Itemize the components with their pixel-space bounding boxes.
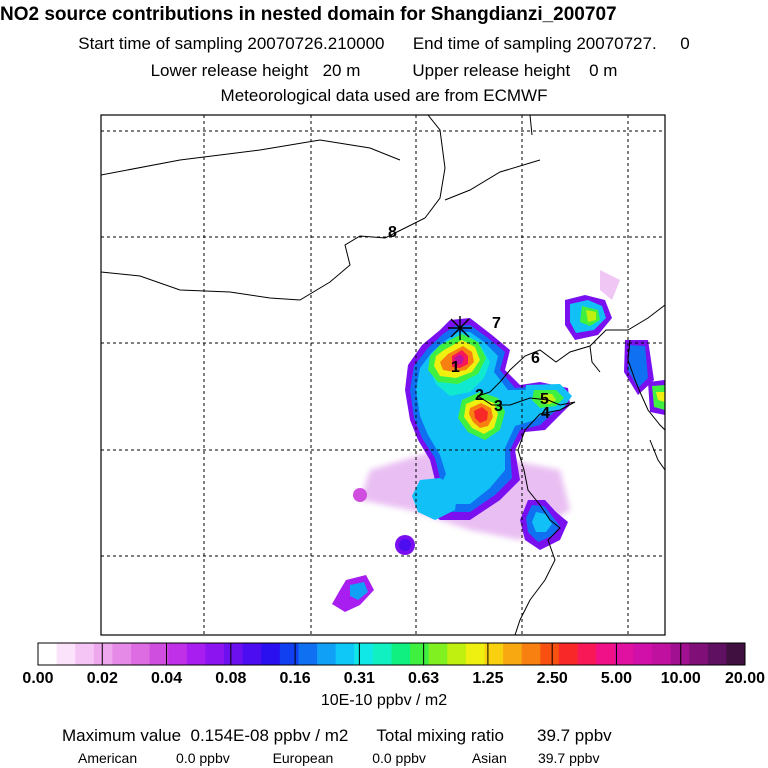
region-label-3: 3 bbox=[494, 398, 503, 415]
colorbar-swatch bbox=[465, 643, 485, 665]
asian-label: Asian bbox=[471, 750, 507, 766]
colorbar-swatch bbox=[726, 643, 746, 665]
colorbar-swatch bbox=[651, 643, 671, 665]
region-label-1: 1 bbox=[451, 359, 460, 376]
region-label-5: 5 bbox=[540, 391, 549, 408]
lower-release-value: 20 m bbox=[322, 61, 361, 80]
colorbar-swatch bbox=[540, 643, 560, 665]
colorbar-tick-label: 2.50 bbox=[536, 670, 568, 687]
lat-lon-grid bbox=[101, 115, 665, 635]
max-value-label: Maximum value bbox=[62, 726, 182, 745]
summary-stats: Maximum value 0.154E-08 ppbv / m2 Total … bbox=[62, 726, 612, 746]
map-frame bbox=[100, 114, 666, 636]
colorbar-swatch bbox=[93, 643, 113, 665]
end-time-label: End time of sampling bbox=[412, 34, 572, 53]
upper-release-label: Upper release height bbox=[412, 61, 571, 80]
colorbar-swatch bbox=[689, 643, 709, 665]
colorbar-swatch bbox=[410, 643, 430, 665]
start-time-label: Start time of sampling bbox=[78, 34, 243, 53]
met-data-line: Meteorological data used are from ECMWF bbox=[220, 86, 548, 105]
max-value: 0.154E-08 ppbv / m2 bbox=[190, 726, 349, 745]
colorbar-tick-label: 0.31 bbox=[343, 670, 375, 687]
colorbar-tick-label: 0.63 bbox=[408, 670, 440, 687]
colorbar-swatch bbox=[335, 643, 355, 665]
colorbar-swatch bbox=[38, 643, 58, 665]
colorbar-tick-label: 20.00 bbox=[724, 670, 766, 687]
colorbar-tick-label: 10.00 bbox=[660, 670, 701, 687]
colorbar-swatch bbox=[112, 643, 132, 665]
colorbar-tick-label: 0.04 bbox=[150, 670, 183, 687]
region-stats: American 0.0 ppbv European 0.0 ppbv Asia… bbox=[78, 750, 599, 766]
colorbar bbox=[37, 642, 746, 666]
colorbar-swatch bbox=[577, 643, 597, 665]
release-height-line: Lower release height 20 m Upper release … bbox=[0, 61, 768, 81]
colorbar-swatch bbox=[242, 643, 262, 665]
colorbar-swatch bbox=[317, 643, 337, 665]
region-label-2: 2 bbox=[475, 387, 484, 404]
colorbar-swatch bbox=[224, 643, 244, 665]
european-value: 0.0 ppbv bbox=[372, 750, 426, 766]
colorbar-tick-label: 0.00 bbox=[22, 670, 54, 687]
colorbar-swatch bbox=[298, 643, 318, 665]
total-mixing-label: Total mixing ratio bbox=[376, 726, 504, 745]
colorbar-swatch bbox=[633, 643, 653, 665]
colorbar-swatch bbox=[131, 643, 151, 665]
colorbar-tick-label: 1.25 bbox=[472, 670, 504, 687]
colorbar-swatch bbox=[707, 643, 727, 665]
colorbar-units: 10E-10 ppbv / m2 bbox=[320, 692, 448, 709]
colorbar-swatch bbox=[503, 643, 523, 665]
start-time-value: 20070726.210000 bbox=[247, 34, 385, 53]
upper-release-value: 0 m bbox=[589, 61, 618, 80]
colorbar-swatch bbox=[447, 643, 467, 665]
colorbar-swatch bbox=[391, 643, 411, 665]
european-label: European bbox=[272, 750, 334, 766]
region-label-6: 6 bbox=[531, 350, 540, 367]
colorbar-tick-label: 0.02 bbox=[86, 670, 118, 687]
colorbar-swatch bbox=[428, 643, 448, 665]
total-mixing-value: 39.7 ppbv bbox=[537, 726, 612, 745]
colorbar-swatch bbox=[205, 643, 225, 665]
colorbar-swatch bbox=[484, 643, 504, 665]
colorbar-tick-label: 0.16 bbox=[279, 670, 311, 687]
american-value: 0.0 ppbv bbox=[176, 750, 230, 766]
colorbar-swatch bbox=[261, 643, 281, 665]
colorbar-swatch bbox=[354, 643, 374, 665]
colorbar-swatch bbox=[596, 643, 616, 665]
coastlines bbox=[101, 115, 665, 635]
american-label: American bbox=[78, 750, 138, 766]
end-time-value: 20070727. 0 bbox=[576, 34, 690, 53]
colorbar-swatch bbox=[149, 643, 169, 665]
colorbar-swatch bbox=[372, 643, 392, 665]
sampling-time-line: Start time of sampling 20070726.210000 E… bbox=[0, 34, 768, 54]
colorbar-tick-label: 5.00 bbox=[600, 670, 633, 687]
region-label-8: 8 bbox=[388, 224, 397, 241]
colorbar-swatch bbox=[558, 643, 578, 665]
colorbar-swatch bbox=[168, 643, 188, 665]
receptor-asterisk-icon bbox=[448, 316, 472, 340]
region-label-7: 7 bbox=[492, 315, 501, 332]
colorbar-swatch bbox=[614, 643, 634, 665]
colorbar-swatch bbox=[186, 643, 206, 665]
colorbar-swatch bbox=[56, 643, 76, 665]
colorbar-swatch bbox=[75, 643, 95, 665]
region-label-4: 4 bbox=[541, 405, 550, 422]
colorbar-swatch bbox=[521, 643, 541, 665]
asian-value: 39.7 ppbv bbox=[537, 750, 600, 766]
lower-release-label: Lower release height bbox=[150, 61, 309, 80]
colorbar-swatch bbox=[670, 643, 690, 665]
concentration-field bbox=[332, 270, 665, 612]
plot-title: NO2 source contributions in nested domai… bbox=[0, 4, 617, 25]
colorbar-swatch bbox=[279, 643, 299, 665]
colorbar-tick-label: 0.08 bbox=[215, 670, 247, 687]
